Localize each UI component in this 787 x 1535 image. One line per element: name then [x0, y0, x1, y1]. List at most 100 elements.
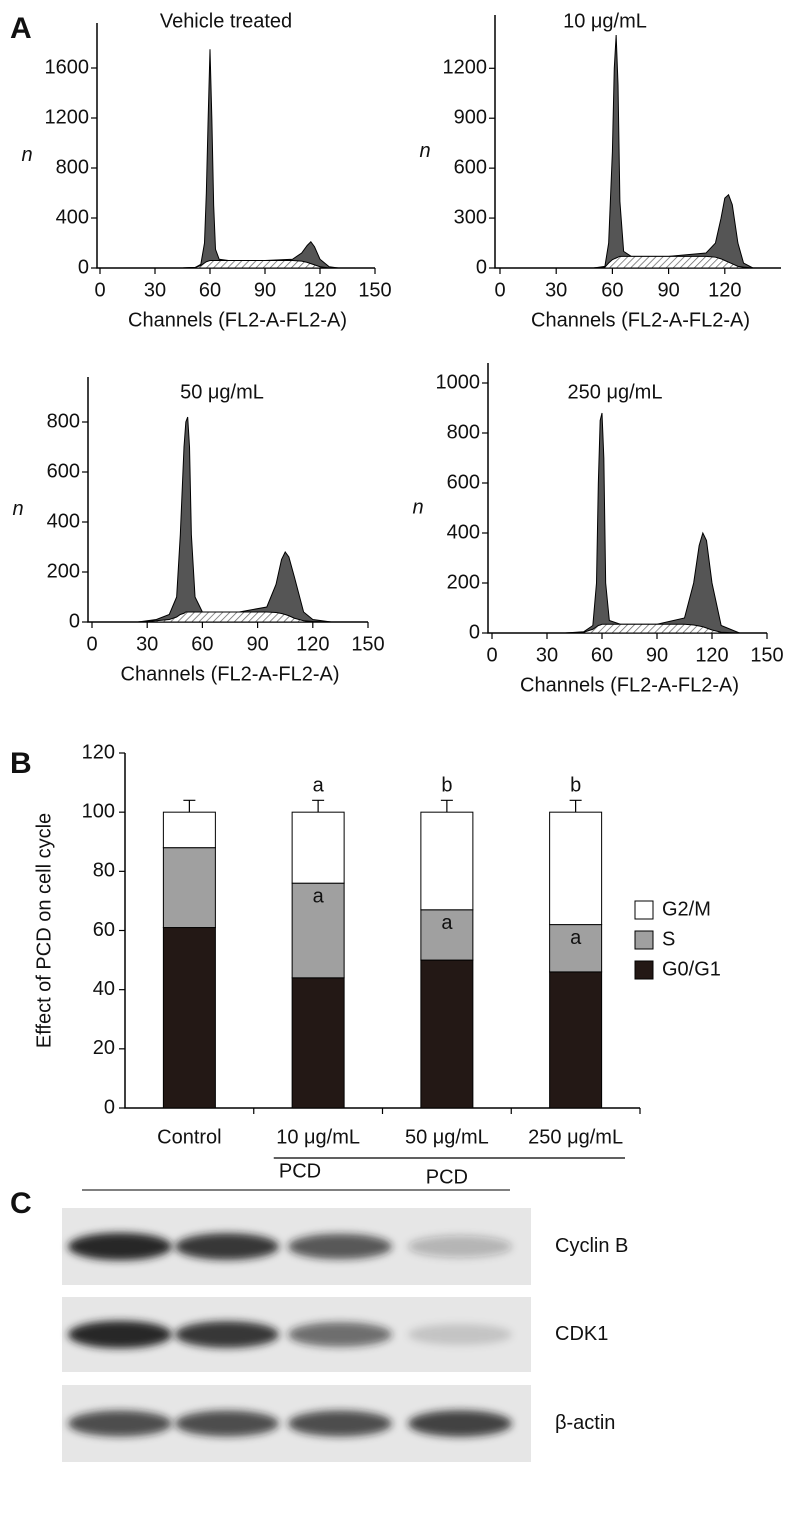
y-tick-label: 800 [47, 410, 80, 432]
axis-line [487, 363, 767, 634]
x-tick-label: 60 [591, 644, 613, 666]
x-tick-label: 30 [536, 644, 558, 666]
x-tick-label: 60 [601, 279, 623, 301]
error-bar [440, 799, 453, 813]
y-axis-label: n [419, 140, 430, 162]
y-tick-label: 0 [78, 256, 89, 278]
y-tick-label: 40 [93, 978, 115, 1000]
y-tick-label: 80 [93, 860, 115, 882]
y-tick-label: 1000 [436, 371, 481, 393]
legend-label: G2/M [662, 898, 711, 920]
significance-label: a [313, 885, 325, 907]
blot-band [288, 1233, 392, 1260]
x-tick-label: 0 [94, 279, 105, 301]
histogram-area [182, 260, 339, 269]
x-tick-label: 60 [191, 633, 213, 655]
y-tick-label: 0 [104, 1096, 115, 1118]
blot-band [68, 1320, 172, 1349]
y-tick-label: 400 [47, 510, 80, 532]
y-axis-label: Effect of PCD on cell cycle [33, 813, 55, 1048]
legend-swatch [634, 930, 654, 950]
y-tick-label: 0 [469, 621, 480, 643]
blot-band [68, 1410, 172, 1437]
significance-label: b [441, 775, 452, 797]
significance-label: a [313, 775, 325, 797]
bar-segment [549, 971, 603, 1109]
y-tick-label: 400 [56, 206, 89, 228]
error-bar [569, 799, 582, 813]
axis-line [87, 377, 368, 623]
blot-band [68, 1232, 172, 1261]
y-tick-label: 800 [56, 156, 89, 178]
x-tick-label: 90 [646, 644, 668, 666]
y-tick-label: 200 [47, 560, 80, 582]
x-tick-label: 90 [254, 279, 276, 301]
x-tick-label: 120 [695, 644, 728, 666]
y-tick-label: 600 [454, 156, 487, 178]
significance-label: a [441, 912, 453, 934]
y-tick-label: 100 [82, 800, 115, 822]
blot-band [175, 1321, 279, 1348]
legend-swatch [634, 960, 654, 980]
y-tick-label: 800 [447, 421, 480, 443]
row-label: CDK1 [555, 1323, 608, 1345]
histogram-area [593, 255, 753, 269]
error-bar [312, 799, 325, 813]
panel-label: A [10, 12, 32, 45]
y-tick-label: 600 [47, 460, 80, 482]
significance-label: a [570, 927, 582, 949]
chart-title: 50 μg/mL [180, 381, 264, 403]
legend-swatch [634, 900, 654, 920]
histogram-area [565, 412, 740, 634]
bar-segment [549, 924, 603, 973]
y-tick-label: 1600 [45, 56, 90, 78]
y-axis-label: n [21, 144, 32, 166]
x-tick-label: 90 [657, 279, 679, 301]
y-axis-label: n [12, 498, 23, 520]
x-tick-label: 150 [351, 633, 384, 655]
x-tick-label: 90 [246, 633, 268, 655]
panel-label: C [10, 1187, 32, 1220]
y-tick-label: 0 [69, 610, 80, 632]
bar-segment [162, 927, 216, 1109]
legend-label: S [662, 928, 675, 950]
bar-segment [162, 847, 216, 929]
x-tick-label: 30 [136, 633, 158, 655]
error-bar [183, 799, 196, 813]
chart-title: 10 μg/mL [563, 10, 647, 32]
chart-title: Vehicle treated [160, 10, 292, 32]
axis-line [96, 23, 375, 269]
bar-segment [549, 811, 603, 926]
x-axis-label: Channels (FL2-A-FL2-A) [128, 309, 347, 331]
x-tick-label: 120 [708, 279, 741, 301]
bar-segment [420, 959, 474, 1109]
panel-label: B [10, 747, 32, 780]
bar-segment [291, 977, 345, 1109]
x-tick-label: 0 [494, 279, 505, 301]
x-tick-label: 10 μg/mL [276, 1126, 360, 1148]
group-label: PCD [426, 1166, 468, 1188]
blot-band [408, 1410, 512, 1437]
x-axis-label: Channels (FL2-A-FL2-A) [121, 663, 340, 685]
x-tick-label: 120 [303, 279, 336, 301]
x-tick-label: 150 [358, 279, 391, 301]
bar-segment [291, 811, 345, 884]
bar-segment [162, 811, 216, 849]
blot-band [175, 1410, 279, 1437]
y-tick-label: 20 [93, 1037, 115, 1059]
bar-segment [420, 811, 474, 911]
histogram-area [593, 34, 754, 269]
group-label: PCD [279, 1160, 321, 1182]
legend-label: G0/G1 [662, 958, 721, 980]
y-tick-label: 900 [454, 106, 487, 128]
y-tick-label: 60 [93, 919, 115, 941]
x-tick-label: 60 [199, 279, 221, 301]
x-axis-label: Channels (FL2-A-FL2-A) [520, 674, 739, 696]
histogram-area [565, 623, 740, 634]
y-tick-label: 200 [447, 571, 480, 593]
x-tick-label: 30 [144, 279, 166, 301]
y-axis-label: n [412, 496, 423, 518]
y-tick-label: 1200 [45, 106, 90, 128]
bar-segment [420, 909, 474, 961]
